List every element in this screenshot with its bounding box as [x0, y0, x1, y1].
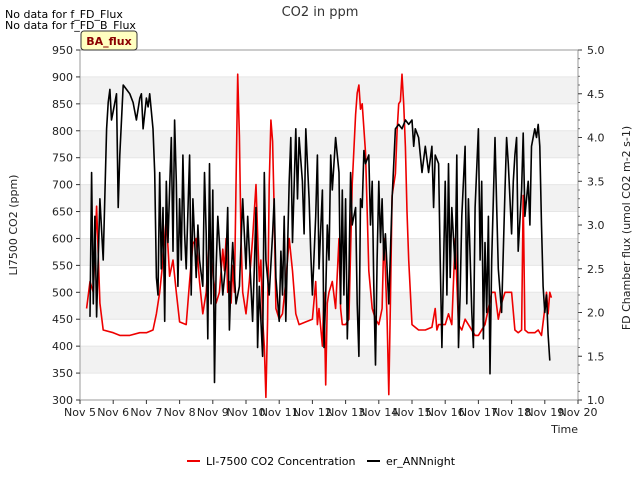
x-tick-label: Nov 9: [197, 406, 229, 419]
y-tick-label: 450: [52, 313, 73, 326]
y-tick-label: 500: [52, 286, 73, 299]
y-tick-label: 800: [52, 125, 73, 138]
y2-tick-label: 4.0: [587, 132, 605, 145]
y2-tick-label: 4.5: [587, 88, 605, 101]
y-tick-label: 300: [52, 394, 73, 407]
x-tick-label: Nov 15: [393, 406, 432, 419]
x-tick-label: Nov 18: [492, 406, 531, 419]
no-data-note-2: No data for f_FD_B_Flux: [5, 19, 136, 32]
series-line-er-annnight: [89, 84, 551, 384]
x-tick-label: Nov 19: [525, 406, 564, 419]
y2-tick-label: 1.0: [587, 394, 605, 407]
y-tick-label: 950: [52, 44, 73, 57]
x-tick-label: Nov 13: [326, 406, 365, 419]
series-layer: [85, 73, 553, 399]
x-tick-label: Nov 20: [559, 406, 598, 419]
y2-tick-label: 5.0: [587, 44, 605, 57]
x-tick-label: Nov 10: [227, 406, 266, 419]
legend-label-co2: LI-7500 CO2 Concentration: [206, 455, 356, 468]
y2-axis-title: FD Chamber flux (umol CO2 m-2 s-1): [620, 126, 633, 330]
ba-flux-label: BA_flux: [86, 35, 131, 48]
y-axis-right: 1.0 1.5 2.0 2.5 3.0 3.5 4.0 4.5 5.0: [578, 44, 605, 407]
y2-tick-label: 3.0: [587, 219, 605, 232]
y-tick-label: 900: [52, 71, 73, 84]
x-axis-title: Time: [550, 423, 578, 436]
y-axis-title: LI7500 CO2 (ppm): [7, 175, 20, 276]
y-tick-label: 750: [52, 152, 73, 165]
y2-tick-label: 2.0: [587, 307, 605, 320]
ba-flux-badge: BA_flux: [80, 30, 138, 51]
x-tick-label: Nov 11: [260, 406, 299, 419]
x-tick-label: Nov 7: [130, 406, 162, 419]
y-axis-left: 300 350 400 450 500 550 600 650 700 750 800 850 900 9…: [52, 44, 80, 407]
no-data-note-1: No data for f_FD_Flux: [5, 8, 123, 21]
x-tick-label: Nov 17: [459, 406, 498, 419]
x-tick-label: Nov 6: [97, 406, 129, 419]
y-tick-label: 850: [52, 98, 73, 111]
y2-tick-label: 1.5: [587, 350, 605, 363]
y2-tick-label: 2.5: [587, 263, 605, 276]
y2-tick-label: 3.5: [587, 175, 605, 188]
y-tick-label: 700: [52, 179, 73, 192]
x-tick-label: Nov 12: [293, 406, 332, 419]
legend-label-er: er_ANNnight: [386, 455, 456, 468]
x-tick-label: Nov 5: [64, 406, 96, 419]
y-tick-label: 550: [52, 259, 73, 272]
x-tick-label: Nov 8: [164, 406, 196, 419]
legend: LI-7500 CO2 Concentration er_ANNnight: [187, 455, 456, 468]
chart-title: CO2 in ppm: [282, 5, 359, 20]
x-tick-label: Nov 14: [359, 406, 398, 419]
series-line-co2-concentration: [85, 73, 553, 399]
y-tick-label: 350: [52, 367, 73, 380]
grid-band: [80, 346, 578, 374]
x-tick-label: Nov 16: [426, 406, 465, 419]
y-tick-label: 650: [52, 206, 73, 219]
y-tick-label: 600: [52, 232, 73, 245]
grid-band: [80, 76, 578, 104]
y-tick-label: 400: [52, 340, 73, 353]
